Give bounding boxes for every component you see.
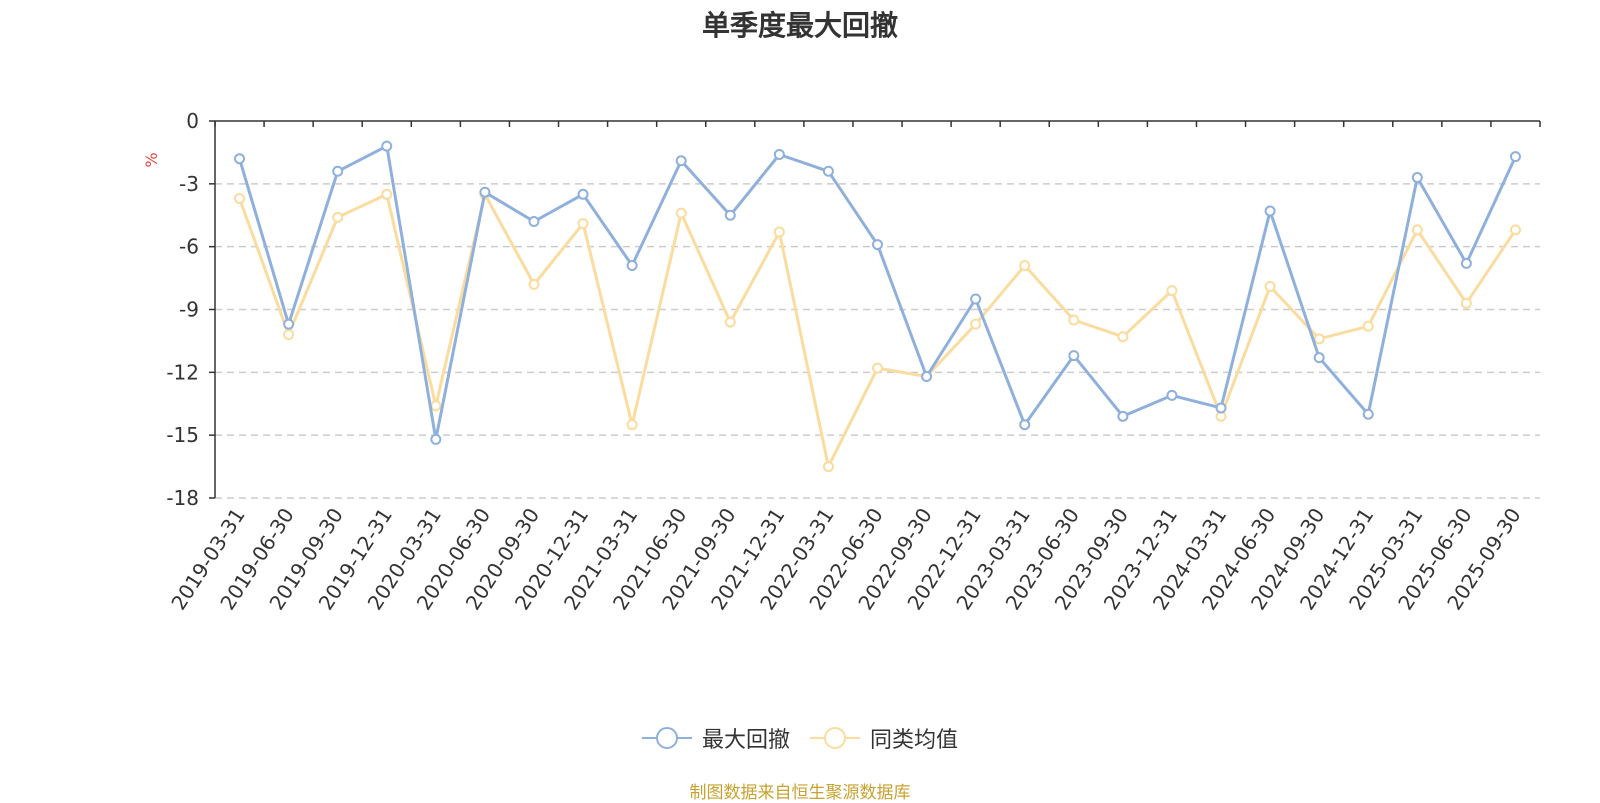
data-point[interactable] bbox=[872, 239, 883, 251]
series-line bbox=[238, 192, 1517, 469]
data-point[interactable] bbox=[381, 188, 393, 200]
data-point[interactable] bbox=[1509, 224, 1521, 236]
data-point[interactable] bbox=[1411, 224, 1423, 236]
legend: 最大回撤 同类均值 bbox=[0, 722, 1600, 754]
data-point[interactable] bbox=[675, 207, 687, 219]
data-point[interactable] bbox=[332, 165, 344, 177]
data-point[interactable] bbox=[773, 149, 785, 161]
legend-marker-max-drawdown bbox=[641, 727, 692, 749]
legend-item-peer-average[interactable]: 同类均值 bbox=[810, 722, 958, 754]
y-tick-label: -15 bbox=[166, 423, 199, 447]
y-tick-label: -12 bbox=[166, 360, 199, 384]
data-point[interactable] bbox=[1068, 350, 1080, 362]
grid-lines bbox=[215, 183, 1540, 499]
data-point[interactable] bbox=[479, 186, 491, 198]
y-tick-label: -3 bbox=[179, 172, 199, 196]
data-point[interactable] bbox=[822, 461, 834, 473]
series-line bbox=[238, 144, 1517, 441]
data-point[interactable] bbox=[577, 188, 589, 200]
data-point[interactable] bbox=[234, 192, 246, 204]
data-point[interactable] bbox=[1460, 257, 1472, 269]
data-point[interactable] bbox=[626, 260, 638, 272]
data-point[interactable] bbox=[970, 318, 982, 330]
data-point[interactable] bbox=[1264, 280, 1276, 292]
y-tick-label: -18 bbox=[166, 486, 199, 510]
data-point[interactable] bbox=[626, 419, 638, 431]
data-point[interactable] bbox=[1264, 205, 1276, 217]
source-note: 制图数据来自恒生聚源数据库 bbox=[689, 783, 911, 803]
data-point[interactable] bbox=[921, 371, 933, 383]
data-point[interactable] bbox=[1362, 320, 1374, 332]
legend-marker-peer-average bbox=[810, 727, 860, 749]
data-point[interactable] bbox=[724, 316, 736, 328]
legend-label-peer-average: 同类均值 bbox=[870, 728, 959, 753]
data-point[interactable] bbox=[1313, 333, 1325, 345]
data-point[interactable] bbox=[1117, 410, 1129, 422]
data-point[interactable] bbox=[724, 209, 736, 221]
y-axis-unit-label: % bbox=[142, 152, 161, 167]
data-point[interactable] bbox=[1068, 314, 1080, 326]
data-point[interactable] bbox=[1019, 260, 1031, 272]
data-point[interactable] bbox=[430, 400, 442, 412]
y-tick-label: 0 bbox=[186, 109, 199, 133]
data-point[interactable] bbox=[1166, 389, 1178, 401]
data-point[interactable] bbox=[1362, 408, 1374, 420]
data-point[interactable] bbox=[283, 318, 295, 330]
data-point[interactable] bbox=[1117, 331, 1129, 343]
data-point[interactable] bbox=[1313, 352, 1325, 364]
data-point[interactable] bbox=[577, 218, 589, 230]
chart-title: 单季度最大回撤 bbox=[701, 9, 898, 42]
data-point[interactable] bbox=[773, 226, 785, 238]
data-point[interactable] bbox=[1509, 151, 1521, 163]
legend-label-max-drawdown: 最大回撤 bbox=[701, 728, 790, 753]
data-point[interactable] bbox=[381, 140, 393, 152]
data-point[interactable] bbox=[675, 155, 687, 167]
data-point[interactable] bbox=[528, 278, 540, 290]
axes: 0-3-6-9-12-15-182019-03-312019-06-302019… bbox=[166, 109, 1541, 614]
data-point[interactable] bbox=[1411, 172, 1423, 184]
data-point[interactable] bbox=[970, 293, 982, 305]
y-tick-label: -9 bbox=[179, 298, 199, 322]
data-point[interactable] bbox=[822, 165, 834, 177]
data-point[interactable] bbox=[430, 433, 442, 445]
data-point[interactable] bbox=[1019, 419, 1031, 431]
data-point[interactable] bbox=[1166, 285, 1178, 297]
data-point[interactable] bbox=[234, 153, 246, 165]
data-point[interactable] bbox=[528, 216, 540, 228]
series-lines bbox=[234, 140, 1521, 473]
data-point[interactable] bbox=[1460, 297, 1472, 309]
legend-item-max-drawdown[interactable]: 最大回撤 bbox=[641, 722, 790, 754]
data-point[interactable] bbox=[1215, 402, 1227, 414]
data-point[interactable] bbox=[332, 211, 344, 223]
data-point[interactable] bbox=[872, 362, 883, 374]
y-tick-label: -6 bbox=[179, 235, 199, 259]
data-point[interactable] bbox=[283, 329, 295, 341]
